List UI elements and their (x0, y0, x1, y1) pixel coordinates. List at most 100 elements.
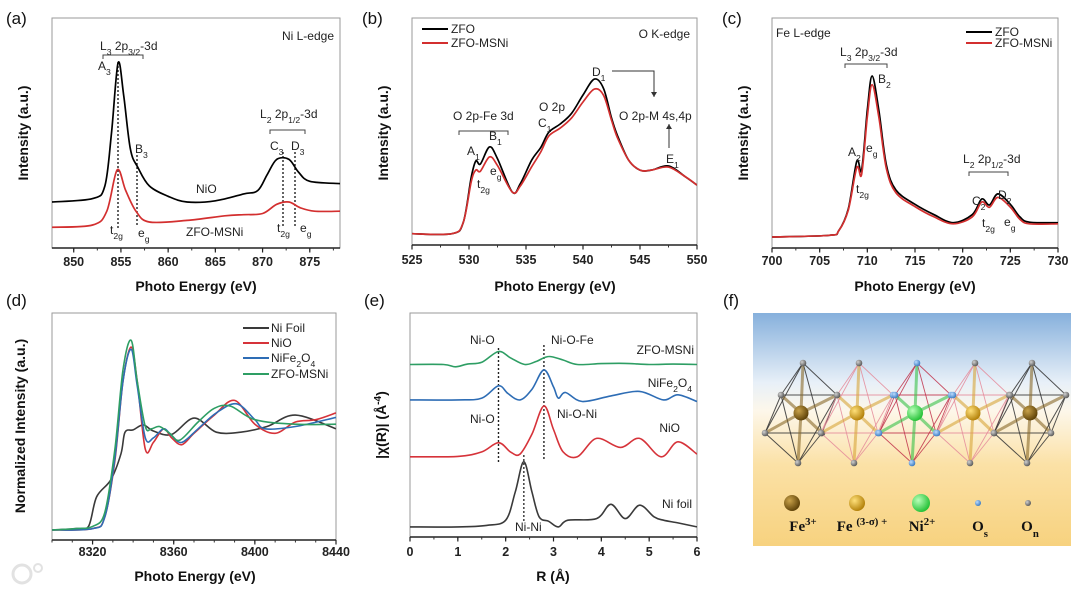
annotation-label-subscript: 3 (107, 47, 112, 57)
octahedron-edge (797, 432, 823, 464)
annotation-label: L3 2p3/2-3d (100, 39, 158, 57)
structure-diagram-panel: (f)Fe3+ Fe (3-σ) + Ni2+ Os On (723, 291, 1071, 546)
octahedron (875, 359, 955, 467)
octahedron-edge (969, 432, 995, 464)
panel-label: (a) (6, 9, 27, 28)
annotation-label: B3 (135, 142, 148, 160)
octahedra-chain (761, 359, 1070, 467)
annotation-label-text: D (998, 188, 1007, 202)
annotation-label-text: 2p (851, 45, 868, 59)
arrow-head-icon (666, 124, 672, 129)
annotation-label-text: 2p (111, 39, 128, 53)
x-tick-label: 550 (687, 253, 708, 267)
os-oxygen-atom-icon (891, 391, 899, 399)
on-oxygen-atom-icon (1062, 391, 1070, 399)
x-tick-label: 535 (516, 253, 537, 267)
atom-legend-label-supscript: (3-σ) + (856, 516, 887, 528)
octahedron-edge (853, 432, 879, 464)
annotation-label-subscript: g (873, 149, 878, 159)
annotation-label-text: B (489, 129, 497, 143)
annotation-label: C2 (972, 194, 986, 212)
annotation-label-subscript: g (1011, 223, 1016, 233)
panel-label: (c) (722, 9, 742, 28)
annotation-label-subscript: 1 (475, 152, 480, 162)
series-label: NiFe2O4 (648, 376, 692, 394)
annotation-label-text: Ni-Ni (515, 520, 542, 534)
octahedron-edge (993, 432, 1028, 464)
y-axis-title: Intensity (a.u.) (375, 86, 391, 181)
atom-legend-item: Fe (3-σ) + (837, 495, 887, 535)
atom-legend-item: On (1021, 500, 1039, 540)
annotation-label-subscript: 3 (847, 53, 852, 63)
annotation-label-text: A (98, 59, 106, 73)
legend-label-text: NiFe (271, 351, 297, 365)
panel-label: (f) (723, 291, 739, 310)
y-axis-title-text: |χ(R)| (Å (373, 405, 389, 459)
octahedron-edge (877, 394, 894, 434)
annotation-label-text: B (878, 72, 886, 86)
legend-item: NiO (243, 336, 292, 350)
on-oxygen-atom-icon (1023, 459, 1031, 467)
octahedron-edge (1009, 394, 1028, 464)
octahedron-edge (1009, 362, 1033, 396)
legend-label: NiO (271, 336, 292, 350)
annotation-label: O 2p (539, 100, 565, 114)
series-line-zfo-msni (772, 83, 1058, 238)
panel-c: (c) 700 705 710 715 720 725 730 Photo Energy (eV… (722, 9, 1068, 294)
ni-atom-icon (907, 405, 923, 421)
annotation-label: O 2p-M 4s,4p (619, 109, 692, 123)
legend-label-subscript: 2 (296, 359, 301, 369)
y-axis-title-supscript: -4 (373, 395, 384, 404)
annotation-label-text: C (538, 116, 547, 130)
panel-label: (b) (362, 9, 383, 28)
fe-atom-icon (849, 405, 865, 421)
annotation-label: D3 (291, 139, 305, 157)
annotation-label-subscript: g (145, 234, 150, 244)
annotation-label: eg (138, 226, 150, 244)
os-oxygen-atom-icon (875, 429, 883, 437)
annotation-label-text: A (467, 144, 475, 158)
annotation-label-text: -3d (300, 107, 317, 121)
octahedron-edge (952, 394, 971, 464)
annotation-label-text: Fe L-edge (776, 26, 831, 40)
atom-swatch-icon (912, 494, 930, 512)
x-tick-label: 0 (407, 545, 414, 559)
annotation-label-text: C (972, 194, 981, 208)
annotation-label-subscript: 2 (1007, 196, 1012, 206)
annotation-label-text: e (490, 164, 497, 178)
x-tick-label: 860 (158, 255, 179, 269)
annotation-label-text: e (866, 141, 873, 155)
octahedron-edge (936, 394, 954, 434)
annotation-label-subscript: 3 (300, 147, 305, 157)
on-oxygen-atom-icon (966, 459, 974, 467)
series-label: Ni foil (662, 497, 692, 511)
annotation-label: t2g (110, 223, 123, 241)
x-tick-label: 865 (205, 255, 226, 269)
annotation-label: L2 2p1/2-3d (260, 107, 318, 125)
on-oxygen-atom-icon (777, 391, 785, 399)
annotation-label-text: O 2p-Fe 3d (453, 109, 514, 123)
series-line-zfo-msni (52, 339, 336, 531)
x-tick-label: 5 (646, 545, 653, 559)
annotation-label-text: t (982, 216, 986, 230)
annotation-label: eg (1004, 215, 1016, 233)
metal-oxygen-bond (910, 411, 917, 465)
atom-legend-label-text: O (1021, 519, 1033, 535)
legend-item: ZFO-MSNi (243, 367, 328, 381)
atom-legend-label-text: Ni (909, 519, 924, 535)
octahedron-edge (858, 362, 894, 396)
atom-legend-label-text: Fe (789, 519, 805, 535)
annotation-label-subscript: 2g (280, 229, 290, 239)
annotation-label-subscript: 3 (279, 147, 284, 157)
annotation-label-subscript: 1 (547, 124, 552, 134)
legend-label-text: ZFO-MSNi (271, 367, 328, 381)
metal-oxygen-bond (971, 361, 977, 415)
series-line-nio (410, 405, 697, 459)
annotation-label-text: e (138, 226, 145, 240)
annotation-label: L3 2p3/2-3d (840, 45, 898, 63)
on-oxygen-atom-icon (761, 429, 769, 437)
watermark (11, 563, 43, 585)
annotation-label-subscript: 2g (113, 231, 123, 241)
annotation-label-subscript: 1 (497, 137, 502, 147)
series-label: NiO (196, 182, 217, 196)
